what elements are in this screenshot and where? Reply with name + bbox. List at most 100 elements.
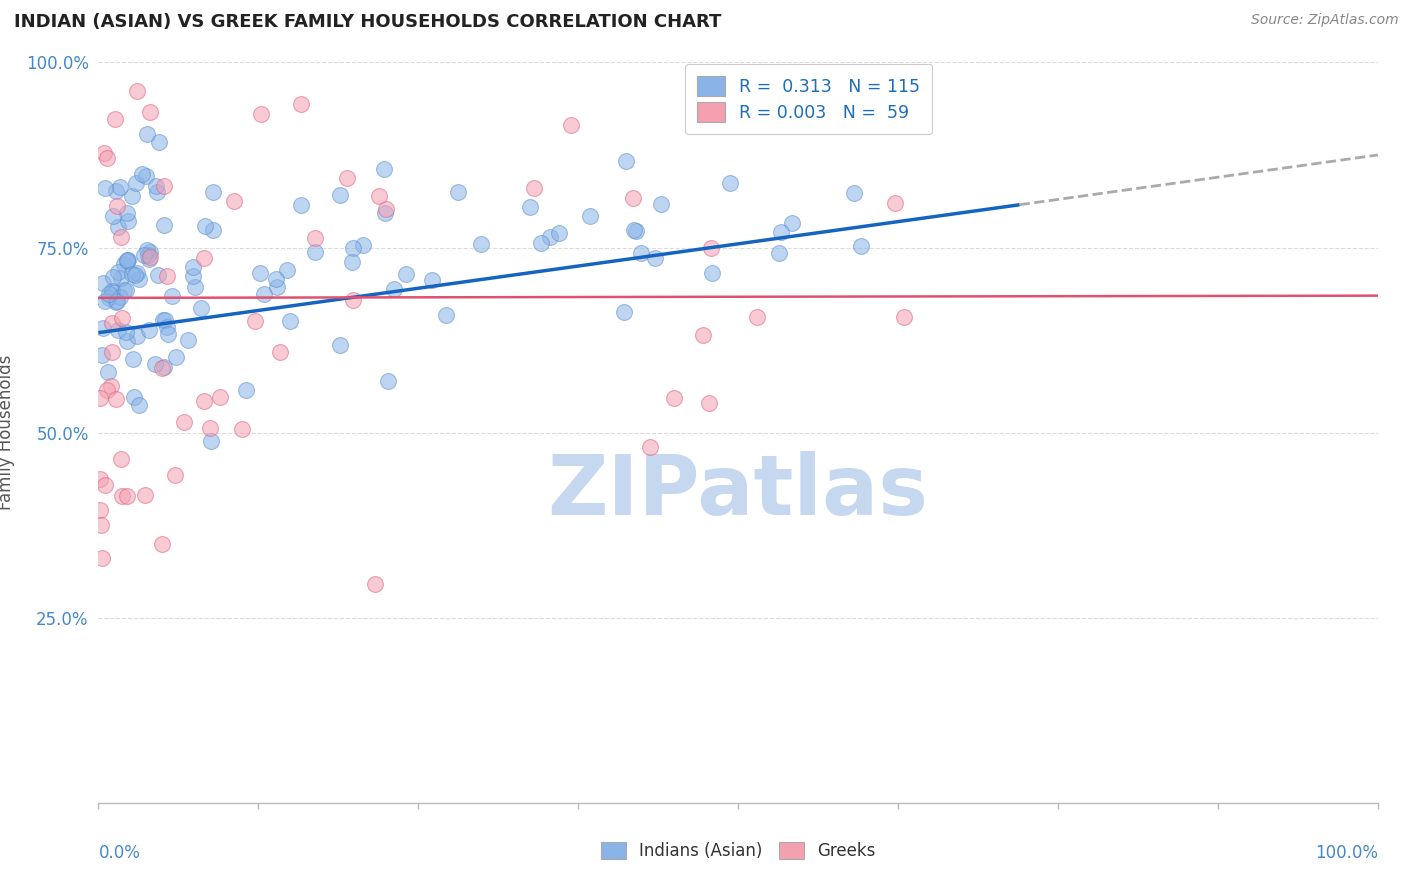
Point [165,467,187,482]
Point [89,472,111,486]
Point [329,187,352,202]
Text: ZIPatlas: ZIPatlas [548,451,928,533]
Point [89,392,111,406]
Point [173,415,195,429]
Point [183,40,205,54]
Point [115,283,138,297]
Point [290,198,312,212]
Point [156,327,179,342]
Point [342,293,364,307]
Point [128,398,150,412]
Point [101,345,124,359]
Point [101,210,124,224]
Point [200,421,222,435]
Point [700,266,723,280]
Point [143,357,166,371]
Point [165,350,187,364]
Point [853,91,876,105]
Point [94,294,117,309]
Point [621,191,644,205]
Point [117,214,139,228]
Point [112,283,135,297]
Point [718,176,741,190]
Point [89,503,111,517]
Point [135,127,157,141]
Point [122,390,145,404]
Point [201,223,224,237]
Point [97,365,120,379]
Point [105,392,128,406]
Point [131,167,153,181]
Point [624,224,647,238]
Point [644,251,666,265]
Point [278,314,301,328]
Point [104,185,127,199]
Point [181,260,204,274]
Point [100,284,122,298]
Point [115,253,138,268]
Point [700,241,723,255]
Point [184,280,207,294]
Point [115,325,138,339]
Point [269,345,291,359]
Point [209,390,232,404]
Point [851,238,873,252]
Point [374,206,396,220]
Point [115,252,138,267]
Point [519,200,541,214]
Point [884,196,907,211]
Point [613,305,636,319]
Text: Source: ZipAtlas.com: Source: ZipAtlas.com [1251,13,1399,28]
Point [420,273,443,287]
Point [780,216,803,230]
Text: 0.0%: 0.0% [98,844,141,862]
Point [100,284,122,298]
Point [697,396,720,410]
Point [111,310,134,325]
Point [121,189,143,203]
Point [190,301,212,315]
Text: INDIAN (ASIAN) VS GREEK FAMILY HOUSEHOLDS CORRELATION CHART: INDIAN (ASIAN) VS GREEK FAMILY HOUSEHOLD… [14,13,721,31]
Point [138,323,160,337]
Point [93,180,115,194]
Point [373,162,395,177]
Point [304,245,326,260]
Point [93,321,115,335]
Point [105,294,128,309]
Point [193,393,215,408]
Point [395,267,418,281]
Point [148,135,170,149]
Point [93,146,115,161]
Point [329,337,352,351]
Point [253,286,276,301]
Point [139,244,162,259]
Point [177,333,200,347]
Point [266,280,288,294]
Point [105,198,128,212]
Point [115,490,138,504]
Point [104,112,127,127]
Point [200,434,222,448]
Point [630,246,652,260]
Point [132,248,155,262]
Point [111,489,134,503]
Point [110,270,132,285]
Point [98,287,121,301]
Point [231,422,253,436]
Point [128,272,150,286]
Point [842,186,865,200]
Point [101,316,124,330]
Point [153,359,176,374]
Point [115,334,138,348]
Point [530,235,553,250]
Point [138,248,160,262]
Point [352,238,374,252]
Point [127,84,149,98]
Point [560,118,582,132]
Point [276,263,298,277]
Point [150,360,173,375]
Point [202,185,225,199]
Point [447,185,470,199]
Point [336,170,359,185]
Point [623,222,645,236]
